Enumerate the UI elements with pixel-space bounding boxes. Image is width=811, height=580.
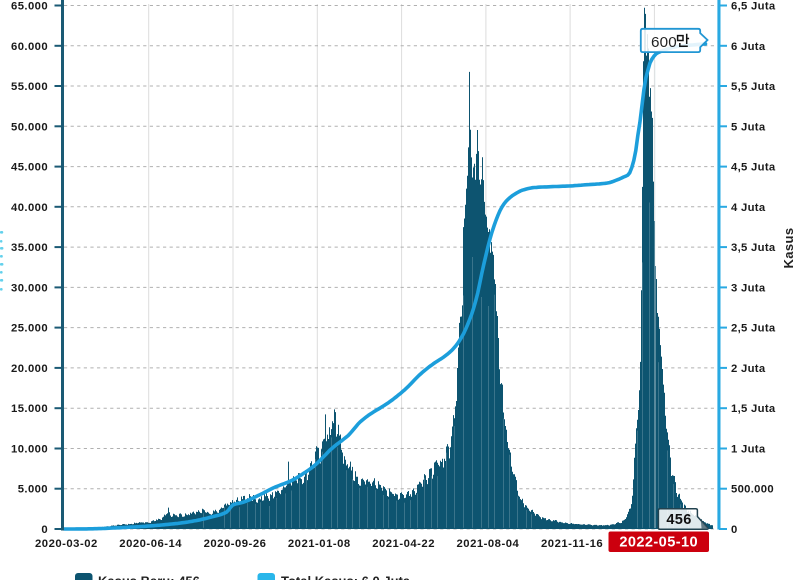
svg-text:55.000: 55.000 xyxy=(11,81,48,93)
svg-text:4,5 Juta: 4,5 Juta xyxy=(731,162,776,174)
svg-text:45.000: 45.000 xyxy=(11,162,48,174)
svg-text:5.000: 5.000 xyxy=(18,484,48,496)
svg-text:6 Juta: 6 Juta xyxy=(731,41,766,53)
svg-text:35.000: 35.000 xyxy=(11,242,48,254)
svg-text:1,5 Juta: 1,5 Juta xyxy=(731,403,776,415)
svg-text:20.000: 20.000 xyxy=(11,363,48,375)
svg-text:500.000: 500.000 xyxy=(731,484,774,496)
svg-text:60.000: 60.000 xyxy=(11,41,48,53)
svg-text:6,5 Juta: 6,5 Juta xyxy=(731,1,776,13)
svg-text:2021-01-08: 2021-01-08 xyxy=(288,538,351,550)
svg-text:2020-03-02: 2020-03-02 xyxy=(35,538,98,550)
svg-text:2020-09-26: 2020-09-26 xyxy=(204,538,267,550)
svg-text:10.000: 10.000 xyxy=(11,444,48,456)
svg-text:2,5 Juta: 2,5 Juta xyxy=(731,323,776,335)
svg-text:4 Juta: 4 Juta xyxy=(731,202,766,214)
svg-text:456: 456 xyxy=(666,512,691,528)
svg-text:600: 600 xyxy=(651,34,677,51)
svg-text:15.000: 15.000 xyxy=(11,403,48,415)
svg-text:0: 0 xyxy=(41,524,48,536)
svg-text:2022-05-10: 2022-05-10 xyxy=(619,535,698,551)
svg-text:30.000: 30.000 xyxy=(11,282,48,294)
svg-text:65.000: 65.000 xyxy=(11,1,48,13)
svg-text:3,5 Juta: 3,5 Juta xyxy=(731,242,776,254)
svg-text:2021-04-22: 2021-04-22 xyxy=(372,538,435,550)
svg-text:2021-11-16: 2021-11-16 xyxy=(541,538,603,550)
svg-text:Total Kasus: 6.0 Juta: Total Kasus: 6.0 Juta xyxy=(281,574,411,580)
svg-text:Kasus: Kasus xyxy=(781,227,796,268)
svg-text:1 Juta: 1 Juta xyxy=(731,444,766,456)
svg-text:3 Juta: 3 Juta xyxy=(731,282,766,294)
svg-text:2021-08-04: 2021-08-04 xyxy=(457,538,520,550)
svg-text:5 Juta: 5 Juta xyxy=(731,121,766,133)
svg-text:40.000: 40.000 xyxy=(11,202,48,214)
svg-text:2020-06-14: 2020-06-14 xyxy=(119,538,182,550)
svg-text:50.000: 50.000 xyxy=(11,121,48,133)
svg-text:5,5 Juta: 5,5 Juta xyxy=(731,81,776,93)
svg-text:25.000: 25.000 xyxy=(11,323,48,335)
svg-text:0: 0 xyxy=(731,524,738,536)
svg-text:2 Juta: 2 Juta xyxy=(731,363,766,375)
svg-text:Kasus Baru: 456: Kasus Baru: 456 xyxy=(98,574,200,580)
